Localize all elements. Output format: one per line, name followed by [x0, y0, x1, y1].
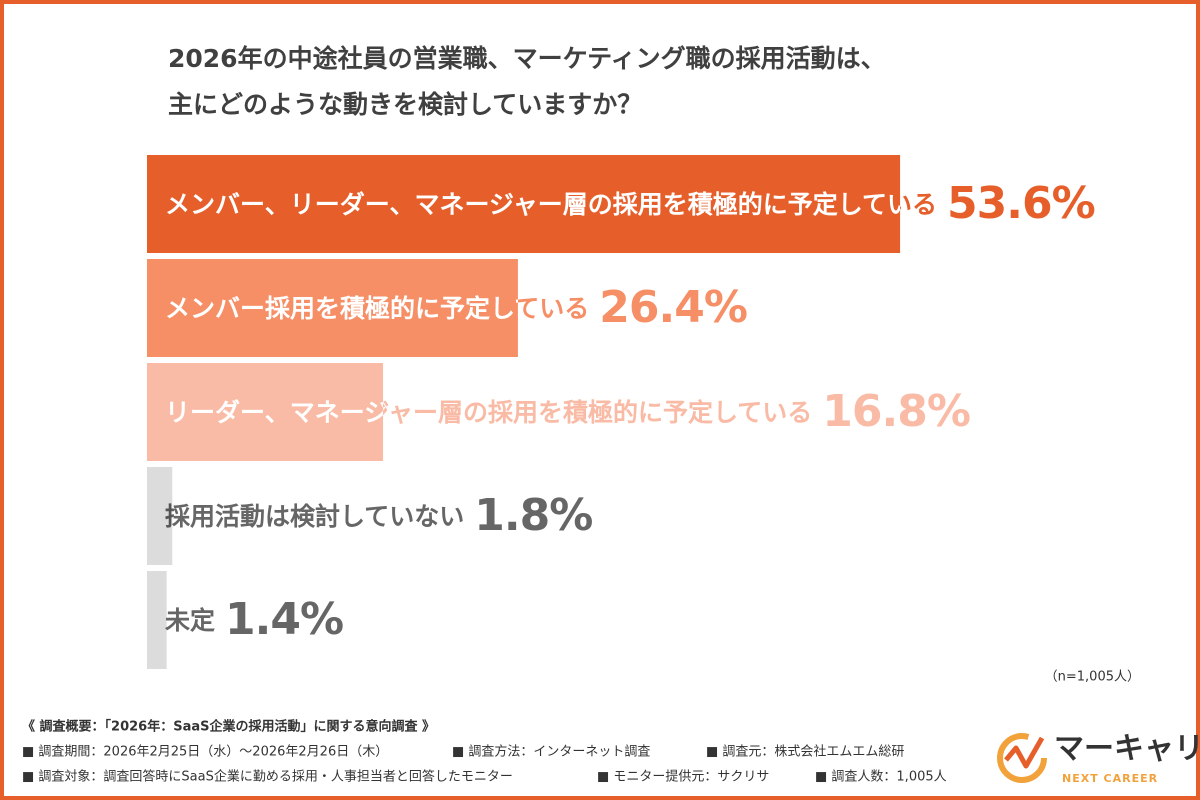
- category-label: メンバー採用を積極的に予定している: [165, 294, 589, 323]
- category-label: 未定: [165, 606, 215, 635]
- logo-ring: [997, 733, 1047, 783]
- value-label: 26.4%: [599, 282, 747, 333]
- survey-note: ■ 調査対象：調査回答時にSaaS企業に勤める採用・人事担当者と回答したモニター: [22, 769, 513, 785]
- value-label: 53.6%: [947, 178, 1095, 229]
- value-label: 1.4%: [225, 594, 343, 645]
- survey-note: ■ モニター提供元：サクリサ: [597, 769, 769, 785]
- sample-note: （n=1,005人）: [1045, 670, 1140, 685]
- brand-logo: マーキャリ NEXT CAREER: [997, 732, 1200, 785]
- category-label: 採用活動は検討していない: [165, 502, 464, 531]
- value-label: 1.8%: [474, 490, 592, 541]
- category-label: メンバー、リーダー、マネージャー層の採用を積極的に予定している: [165, 190, 937, 219]
- value-label: 16.8%: [822, 386, 970, 437]
- brand-name: マーキャリ: [1054, 732, 1200, 767]
- chart-title: 2026年の中途社員の営業職、マーケティング職の採用活動は、: [168, 44, 886, 73]
- bar: [147, 259, 518, 357]
- survey-note: 《 調査概要：「2026年：SaaS企業の採用活動」に関する意向調査 》: [22, 719, 435, 735]
- bar: [147, 467, 173, 565]
- bar: [147, 155, 901, 253]
- category-label: リーダー、マネージャー層の採用を積極的に予定している: [165, 398, 812, 427]
- bar: [147, 363, 384, 461]
- survey-note: ■ 調査期間：2026年2月25日（水）〜2026年2月26日（木）: [22, 745, 388, 760]
- logo-check: [1004, 736, 1045, 769]
- survey-note: ■ 調査人数：1,005人: [815, 770, 947, 785]
- bar: [147, 571, 167, 669]
- survey-note: ■ 調査方法：インターネット調査: [452, 744, 650, 760]
- chart-title: 主にどのような動きを検討していますか？: [168, 90, 642, 119]
- survey-note: ■ 調査元：株式会社エムエム総研: [706, 744, 904, 760]
- brand-tagline: NEXT CAREER: [1062, 772, 1158, 785]
